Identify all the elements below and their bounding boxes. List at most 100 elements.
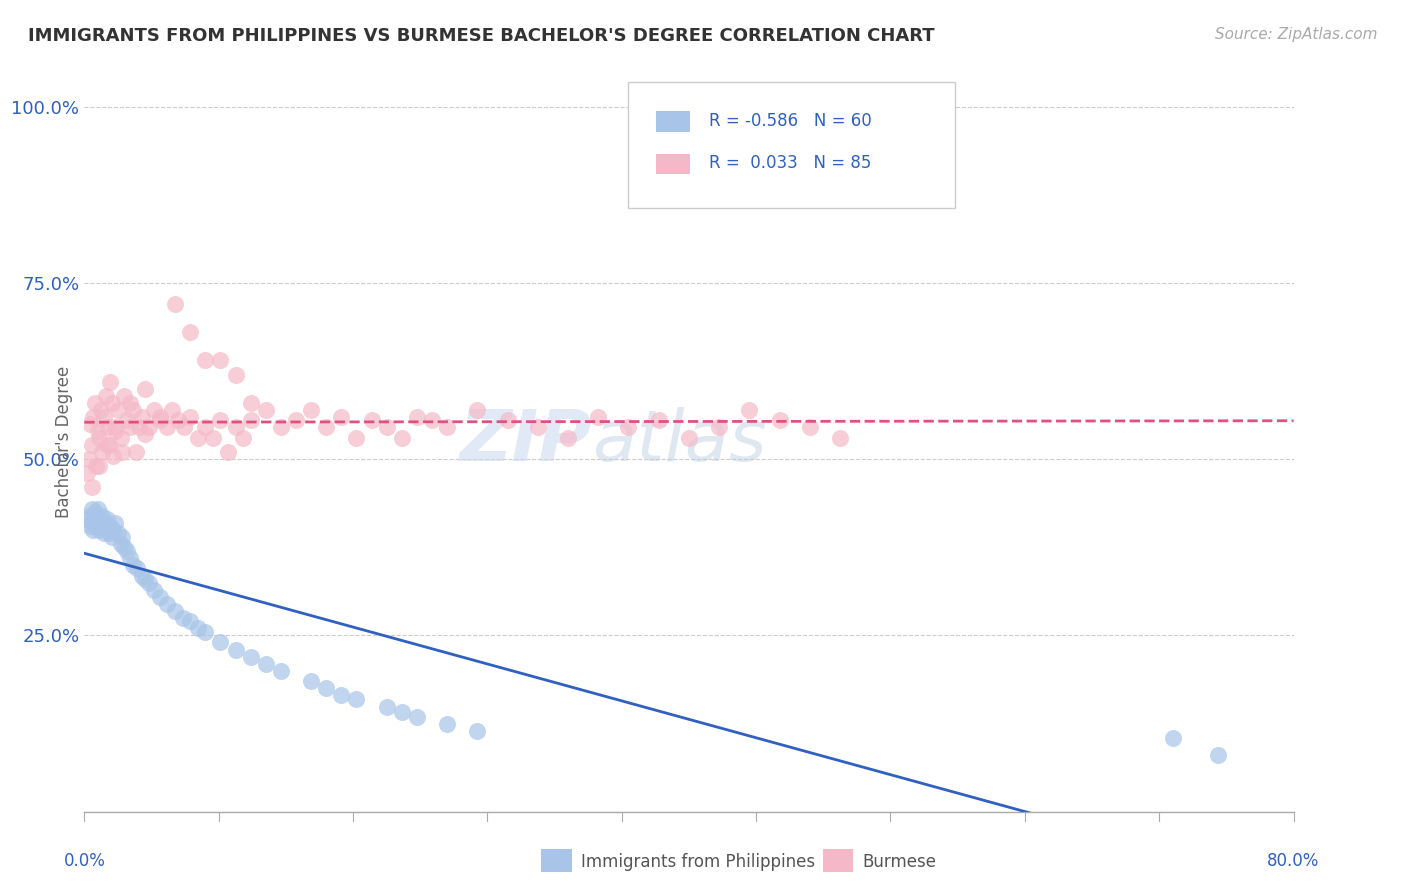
Point bbox=[91, 519, 114, 533]
Point bbox=[100, 396, 122, 410]
Point bbox=[104, 420, 127, 434]
Point bbox=[93, 526, 115, 541]
Text: atlas: atlas bbox=[592, 407, 766, 476]
Point bbox=[91, 445, 114, 459]
Point bbox=[769, 413, 792, 427]
FancyBboxPatch shape bbox=[657, 153, 690, 174]
Point bbox=[89, 431, 111, 445]
Point bbox=[82, 409, 104, 424]
Point bbox=[254, 402, 277, 417]
Point bbox=[77, 452, 100, 467]
Point bbox=[299, 674, 322, 689]
Point bbox=[80, 516, 103, 530]
Point bbox=[118, 550, 141, 565]
Point bbox=[391, 431, 413, 445]
Point bbox=[179, 409, 201, 424]
Point bbox=[149, 413, 172, 427]
Point bbox=[270, 664, 292, 678]
Point bbox=[239, 649, 262, 664]
Point bbox=[79, 417, 101, 431]
Point bbox=[239, 413, 262, 427]
Point bbox=[112, 541, 135, 555]
Point bbox=[467, 723, 489, 738]
Point bbox=[225, 642, 247, 657]
Point bbox=[709, 420, 731, 434]
Point bbox=[96, 438, 118, 452]
Point bbox=[76, 467, 98, 481]
Point bbox=[160, 402, 183, 417]
Point bbox=[330, 409, 353, 424]
Point bbox=[84, 512, 107, 526]
Point bbox=[360, 413, 382, 427]
Point bbox=[97, 526, 120, 541]
Point bbox=[131, 409, 153, 424]
Point bbox=[217, 445, 239, 459]
Point bbox=[209, 635, 232, 649]
Point bbox=[799, 420, 821, 434]
Point bbox=[118, 396, 141, 410]
Text: 0.0%: 0.0% bbox=[63, 853, 105, 871]
Point bbox=[149, 409, 172, 424]
Point bbox=[830, 431, 852, 445]
Point bbox=[138, 575, 160, 590]
Point bbox=[79, 519, 101, 533]
Point bbox=[86, 459, 108, 474]
Point bbox=[110, 431, 132, 445]
Text: Source: ZipAtlas.com: Source: ZipAtlas.com bbox=[1215, 27, 1378, 42]
Point bbox=[156, 420, 179, 434]
Point bbox=[194, 420, 217, 434]
Point bbox=[254, 657, 277, 671]
Point bbox=[89, 459, 111, 474]
Point bbox=[84, 396, 107, 410]
Point bbox=[225, 368, 247, 382]
Point bbox=[330, 689, 353, 703]
Point bbox=[648, 413, 671, 427]
Point bbox=[209, 413, 232, 427]
Point bbox=[127, 561, 149, 575]
Point bbox=[270, 420, 292, 434]
Point bbox=[107, 526, 129, 541]
Point bbox=[93, 409, 115, 424]
Point bbox=[557, 431, 579, 445]
Point bbox=[96, 420, 118, 434]
Point bbox=[77, 508, 100, 523]
Point bbox=[527, 420, 550, 434]
Point bbox=[142, 402, 165, 417]
Point bbox=[142, 582, 165, 597]
Point bbox=[187, 621, 209, 635]
Point bbox=[187, 431, 209, 445]
Point bbox=[89, 523, 111, 537]
Point bbox=[87, 424, 110, 438]
Text: IMMIGRANTS FROM PHILIPPINES VS BURMESE BACHELOR'S DEGREE CORRELATION CHART: IMMIGRANTS FROM PHILIPPINES VS BURMESE B… bbox=[28, 27, 935, 45]
Point bbox=[110, 537, 132, 551]
Point bbox=[201, 431, 224, 445]
Point bbox=[375, 700, 398, 714]
Point bbox=[173, 420, 195, 434]
Point bbox=[299, 402, 322, 417]
Point bbox=[239, 396, 262, 410]
Point bbox=[90, 402, 112, 417]
Point bbox=[1161, 731, 1184, 745]
Point bbox=[84, 505, 107, 519]
Point bbox=[179, 615, 201, 629]
Point bbox=[375, 420, 398, 434]
Point bbox=[90, 516, 112, 530]
Point bbox=[131, 568, 153, 582]
Point bbox=[172, 611, 194, 625]
Point bbox=[121, 558, 143, 572]
Point bbox=[82, 523, 104, 537]
Point bbox=[86, 508, 108, 523]
Point bbox=[80, 438, 103, 452]
Point bbox=[94, 389, 117, 403]
Point bbox=[149, 590, 172, 604]
Point bbox=[80, 501, 103, 516]
Point bbox=[346, 431, 368, 445]
Point bbox=[194, 624, 217, 639]
Point bbox=[1206, 748, 1229, 763]
Point bbox=[617, 420, 640, 434]
Y-axis label: Bachelor's Degree: Bachelor's Degree bbox=[55, 366, 73, 517]
Point bbox=[115, 413, 138, 427]
FancyBboxPatch shape bbox=[628, 82, 955, 209]
Point bbox=[86, 519, 108, 533]
Point bbox=[315, 681, 337, 696]
